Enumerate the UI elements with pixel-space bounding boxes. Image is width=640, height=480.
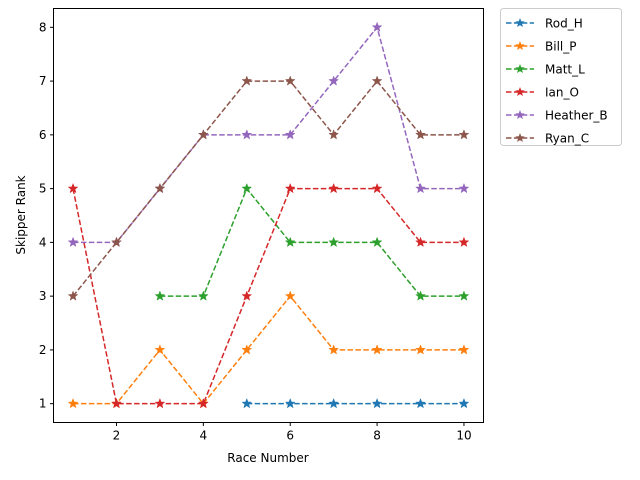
data-point xyxy=(458,236,470,248)
series-Rod_H xyxy=(241,397,470,409)
data-point xyxy=(67,182,79,194)
series-Matt_L xyxy=(154,182,470,301)
data-point xyxy=(241,182,253,194)
data-point xyxy=(197,290,209,301)
data-point xyxy=(154,290,166,301)
x-axis-label: Race Number xyxy=(227,451,308,465)
data-point xyxy=(415,344,426,355)
data-point xyxy=(284,182,296,194)
data-point xyxy=(111,397,122,409)
data-point xyxy=(371,236,383,248)
data-point xyxy=(284,397,296,409)
y-tick-label: 4 xyxy=(39,235,47,249)
y-tick-label: 7 xyxy=(39,74,47,88)
data-point xyxy=(241,344,253,355)
legend-entry: Matt_L xyxy=(506,63,585,77)
data-point xyxy=(241,129,253,140)
data-point xyxy=(197,397,209,409)
series-Heather_B xyxy=(67,21,470,248)
data-point xyxy=(458,344,470,355)
data-point xyxy=(154,182,166,194)
y-tick-label: 1 xyxy=(39,397,47,411)
y-tick-label: 3 xyxy=(39,289,47,303)
data-point xyxy=(371,344,383,355)
y-tick-label: 2 xyxy=(39,343,47,357)
data-point xyxy=(241,397,253,409)
data-point xyxy=(284,129,296,140)
data-point xyxy=(415,397,426,409)
data-point xyxy=(415,236,426,248)
x-tick-label: 6 xyxy=(286,429,294,443)
data-point xyxy=(241,290,253,301)
data-point xyxy=(328,129,340,140)
series-Bill_P xyxy=(67,290,470,409)
y-tick-label: 6 xyxy=(39,128,47,142)
series-Ian_O xyxy=(67,182,470,409)
data-point xyxy=(197,129,209,140)
legend-marker xyxy=(515,110,525,120)
data-point xyxy=(371,75,383,86)
legend-label: Heather_B xyxy=(545,109,608,123)
legend-marker xyxy=(515,87,525,97)
legend-entry: Ryan_C xyxy=(506,132,589,146)
data-point xyxy=(458,397,470,409)
series-line xyxy=(72,187,464,405)
data-point xyxy=(284,290,296,301)
data-point xyxy=(371,397,383,409)
series-line xyxy=(72,79,464,297)
data-point xyxy=(371,182,383,194)
data-point xyxy=(328,75,340,86)
data-point xyxy=(371,21,383,32)
data-point xyxy=(67,397,79,409)
series-Ryan_C xyxy=(67,75,470,301)
data-point xyxy=(415,182,426,194)
y-tick-label: 5 xyxy=(39,182,47,196)
y-tick-label: 8 xyxy=(39,20,47,34)
legend: Rod_H Bill_P Matt_L Ian_O Heather_B Ryan_C xyxy=(500,8,622,146)
data-point xyxy=(154,344,166,355)
data-point xyxy=(328,344,340,355)
x-tick-label: 8 xyxy=(373,429,381,443)
legend-marker xyxy=(515,133,525,143)
data-point xyxy=(415,290,426,301)
legend-entry: Bill_P xyxy=(506,40,576,54)
x-tick-label: 2 xyxy=(113,429,121,443)
legend-entry: Rod_H xyxy=(506,17,583,31)
legend-label: Ryan_C xyxy=(545,132,589,146)
x-tick-label: 10 xyxy=(456,429,471,443)
data-point xyxy=(111,236,122,248)
data-point xyxy=(284,75,296,86)
data-point xyxy=(67,290,79,301)
data-point xyxy=(415,129,426,140)
data-point xyxy=(154,397,166,409)
data-point xyxy=(458,290,470,301)
legend-marker xyxy=(515,18,525,28)
series-line xyxy=(159,187,464,297)
legend-label: Ian_O xyxy=(545,86,579,100)
data-point xyxy=(241,75,253,86)
data-point xyxy=(284,236,296,248)
data-point xyxy=(328,397,340,409)
x-tick-label: 4 xyxy=(200,429,208,443)
legend-marker xyxy=(515,64,525,74)
data-point xyxy=(328,236,340,248)
data-point xyxy=(458,182,470,194)
data-point xyxy=(458,129,470,140)
plot-frame xyxy=(53,8,484,423)
legend-label: Rod_H xyxy=(545,17,583,31)
legend-frame xyxy=(500,8,622,146)
data-point xyxy=(67,236,79,248)
y-axis-label: Skipper Rank xyxy=(14,175,28,254)
legend-entry: Ian_O xyxy=(506,86,579,100)
series-line xyxy=(73,25,464,244)
legend-marker xyxy=(515,41,525,51)
data-point xyxy=(328,182,340,194)
legend-label: Bill_P xyxy=(545,40,576,54)
legend-label: Matt_L xyxy=(545,63,585,77)
legend-entry: Heather_B xyxy=(506,109,608,123)
series-line xyxy=(73,294,464,405)
